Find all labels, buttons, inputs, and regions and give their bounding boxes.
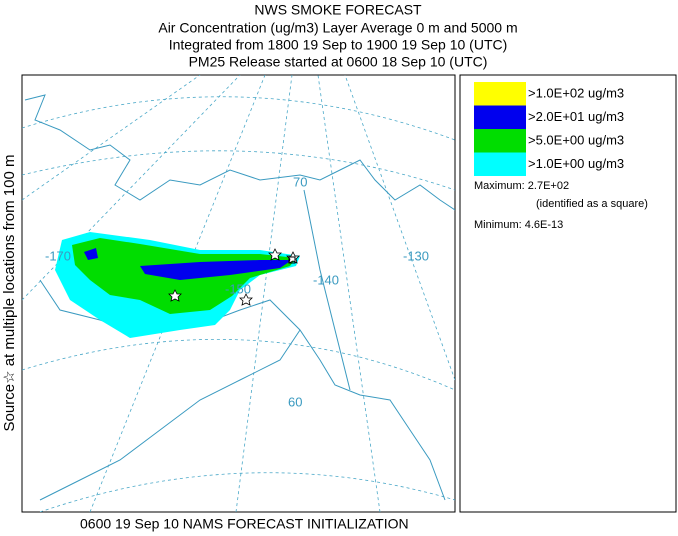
title: NWS SMOKE FORECAST bbox=[254, 2, 422, 18]
map-label: 60 bbox=[288, 394, 302, 409]
smoke-blue bbox=[140, 260, 292, 280]
maximum-note: (identified as a square) bbox=[536, 198, 648, 210]
legend-swatch bbox=[474, 129, 526, 153]
side-label: Source☆ at multiple locations from 100 m bbox=[1, 155, 18, 432]
source-markers bbox=[168, 248, 300, 306]
border bbox=[303, 189, 351, 391]
graticule bbox=[344, 75, 455, 381]
coastline bbox=[24, 94, 455, 211]
map-label: -140 bbox=[313, 272, 339, 287]
graticule bbox=[22, 96, 455, 141]
map-label: -170 bbox=[45, 248, 71, 263]
graticule bbox=[235, 75, 293, 512]
legend: >1.0E+02 ug/m3 >2.0E+01 ug/m3 >5.0E+00 ug/… bbox=[474, 82, 624, 176]
map-label: -130 bbox=[403, 248, 429, 263]
legend-label: >5.0E+00 ug/m3 bbox=[528, 132, 624, 147]
legend-label: >2.0E+01 ug/m3 bbox=[528, 109, 624, 124]
coastline bbox=[39, 329, 301, 501]
map: -170 -150 -140 -130 70 60 bbox=[22, 75, 455, 512]
graticule bbox=[22, 75, 241, 301]
maximum-square bbox=[288, 256, 296, 264]
graticule bbox=[317, 75, 381, 512]
map-label: 70 bbox=[293, 174, 307, 189]
minimum: Minimum: 4.6E-13 bbox=[474, 219, 563, 231]
legend-label: >1.0E+02 ug/m3 bbox=[528, 85, 624, 100]
subtitle: PM25 Release started at 0600 18 Sep 10 (… bbox=[189, 54, 488, 70]
smoke-blue bbox=[84, 248, 98, 260]
footer: 0600 19 Sep 10 NAMS FORECAST INITIALIZAT… bbox=[80, 516, 409, 532]
legend-swatch bbox=[474, 152, 526, 176]
graticule bbox=[22, 150, 455, 191]
legend-swatch bbox=[474, 105, 526, 129]
subtitle: Air Concentration (ug/m3) Layer Average … bbox=[158, 20, 517, 36]
legend-label: >1.0E+00 ug/m3 bbox=[528, 156, 624, 171]
legend-swatch bbox=[474, 82, 526, 106]
subtitle: Integrated from 1800 19 Sep to 1900 19 S… bbox=[169, 37, 508, 53]
maximum: Maximum: 2.7E+02 bbox=[474, 180, 569, 192]
graticule bbox=[22, 75, 201, 201]
map-label: -150 bbox=[225, 281, 251, 296]
